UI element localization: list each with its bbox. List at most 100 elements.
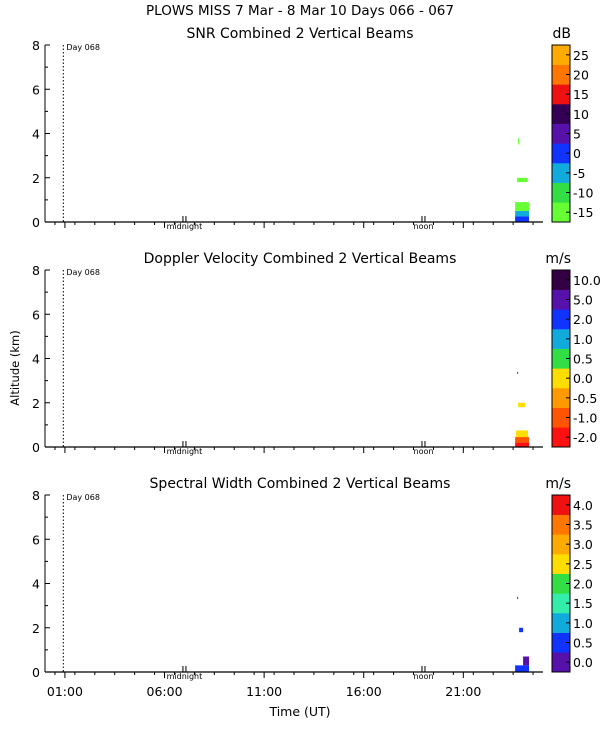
panel-1-colorbar-label: -10 — [573, 186, 593, 201]
panel-3-y-tick-label: 0 — [32, 665, 40, 680]
panel-1-colorbar-label: 25 — [573, 48, 589, 63]
panel-3-midnight-marker: midnight — [167, 672, 203, 681]
panel-2-title: Doppler Velocity Combined 2 Vertical Bea… — [144, 251, 457, 267]
panel-1-echo-cell — [515, 210, 530, 217]
panels: SNR Combined 2 Vertical Beams dB 0 2 4 6 8 Day … — [32, 26, 600, 699]
panel-3-title: Spectral Width Combined 2 Vertical Beams — [150, 476, 451, 492]
panel-1-colorbar-label: 20 — [573, 68, 589, 83]
panel-1-units: dB — [553, 26, 572, 42]
panel-2-colorbar-label: 1.0 — [573, 332, 593, 347]
panel-3-y-tick-label: 2 — [32, 621, 40, 636]
panel-3-colorbar-segment — [552, 495, 570, 515]
panel-2-y-tick-label: 8 — [32, 263, 40, 278]
panel-3-day-marker: Day 068 — [66, 493, 100, 502]
panel-2-colorbar-label: 5.0 — [573, 293, 593, 308]
panel-1-colorbar-segment — [552, 163, 570, 183]
panel-3-units: m/s — [545, 476, 571, 492]
panel-1-y-tick-label: 4 — [32, 127, 40, 142]
panel-1-colorbar-segment — [552, 64, 570, 85]
panel-3-colorbar-label: 1.5 — [573, 596, 593, 611]
panel-2-y-tick-label: 0 — [32, 440, 40, 455]
panel-3-colorbar-label: 2.5 — [573, 557, 593, 572]
panel-1-colorbar-label: -15 — [573, 205, 593, 220]
x-tick-label: 11:00 — [246, 684, 282, 699]
panel-1-colorbar-segment — [552, 123, 570, 144]
panel-2-y-tick-label: 6 — [32, 307, 40, 322]
panel-1-echo-cell — [518, 137, 520, 145]
panel-2-echo-cell — [517, 371, 519, 374]
x-axis-label: Time (UT) — [268, 704, 330, 719]
panel-3-colorbar-segment — [552, 632, 570, 653]
panel-3-echo-cell — [515, 665, 530, 672]
panel-2-colorbar-segment — [552, 348, 570, 369]
panel-3-colorbar-segment — [552, 514, 570, 535]
panel-2: Doppler Velocity Combined 2 Vertical Bea… — [32, 251, 600, 456]
panel-1-y-tick-label: 6 — [32, 82, 40, 97]
panel-1-title: SNR Combined 2 Vertical Beams — [186, 26, 413, 42]
panel-3-colorbar-segment — [552, 652, 570, 673]
panel-2-colorbar-label: 10.0 — [573, 273, 600, 288]
panel-2-colorbar-label: 2.0 — [573, 312, 593, 327]
figure-title: PLOWS MISS 7 Mar - 8 Mar 10 Days 066 - 0… — [146, 3, 454, 19]
panel-3-colorbar-label: 1.0 — [573, 616, 593, 631]
panel-1: SNR Combined 2 Vertical Beams dB 0 2 4 6 8 Day … — [32, 26, 593, 231]
y-axis-label: Altitude (km) — [8, 330, 22, 405]
x-tick-label: 01:00 — [47, 684, 83, 699]
panel-3-y-tick-label: 4 — [32, 577, 40, 592]
panel-2-colorbar-segment — [552, 270, 570, 290]
panel-1-colorbar-segment — [552, 202, 570, 223]
panel-3-colorbar-label: 3.0 — [573, 537, 593, 552]
panel-1-echo-cell — [515, 202, 530, 211]
panel-2-echo-cell — [515, 442, 530, 447]
panel-2-colorbar-segment — [552, 329, 570, 349]
panel-1-colorbar-segment — [552, 84, 570, 105]
panel-3-colorbar-label: 3.5 — [573, 518, 593, 533]
panel-1-colorbar-label: 15 — [573, 87, 589, 102]
panel-3: Spectral Width Combined 2 Vertical Beams… — [32, 476, 593, 699]
panel-1-colorbar-label: -5 — [573, 166, 585, 181]
panel-1-colorbar-segment — [552, 45, 570, 65]
panel-1-colorbar-label: 10 — [573, 107, 589, 122]
panel-1-colorbar-segment — [552, 143, 570, 164]
panel-2-units: m/s — [545, 251, 571, 267]
panel-3-colorbar-segment — [552, 593, 570, 614]
panel-1-echo-cell — [515, 216, 530, 222]
panel-2-echo-cell — [516, 430, 529, 438]
panel-2-colorbar-label: -1.0 — [573, 411, 597, 426]
panel-2-colorbar-segment — [552, 407, 570, 428]
panel-3-echo-cell — [523, 656, 530, 666]
panel-2-colorbar-segment — [552, 368, 570, 389]
panel-2-day-marker: Day 068 — [66, 268, 100, 277]
panel-1-colorbar-label: 0 — [573, 146, 581, 161]
panel-1-midnight-marker: midnight — [167, 222, 203, 231]
panel-3-colorbar-label: 2.0 — [573, 577, 593, 592]
x-tick-label: 21:00 — [445, 684, 481, 699]
panel-1-y-tick-label: 0 — [32, 215, 40, 230]
panel-1-noon-marker: noon — [414, 222, 434, 231]
panel-2-echo-cell — [518, 402, 526, 408]
panel-2-colorbar-label: -0.5 — [573, 391, 597, 406]
panel-3-colorbar-segment — [552, 613, 570, 633]
panel-2-midnight-marker: midnight — [167, 447, 203, 456]
panel-1-colorbar-label: 5 — [573, 127, 581, 142]
panel-2-y-tick-label: 2 — [32, 396, 40, 411]
panel-3-noon-marker: noon — [414, 672, 434, 681]
panel-2-colorbar-segment — [552, 427, 570, 448]
panel-2-colorbar-segment — [552, 289, 570, 310]
x-tick-label: 06:00 — [147, 684, 183, 699]
panel-2-echo-cell — [515, 437, 530, 443]
panel-2-colorbar-segment — [552, 309, 570, 330]
panel-1-y-tick-label: 8 — [32, 38, 40, 53]
panel-3-colorbar-label: 4.0 — [573, 498, 593, 513]
panel-3-colorbar-segment — [552, 534, 570, 555]
panel-1-day-marker: Day 068 — [66, 43, 100, 52]
panel-3-colorbar-label: 0.0 — [573, 655, 593, 670]
panel-3-echo-cell — [517, 596, 519, 599]
panel-1-colorbar-segment — [552, 104, 570, 124]
panel-2-colorbar-label: -2.0 — [573, 430, 597, 445]
panel-1-y-tick-label: 2 — [32, 171, 40, 186]
panel-2-noon-marker: noon — [414, 447, 434, 456]
panel-3-y-tick-label: 6 — [32, 532, 40, 547]
panel-2-colorbar-label: 0.5 — [573, 352, 593, 367]
panel-3-colorbar-segment — [552, 554, 570, 574]
